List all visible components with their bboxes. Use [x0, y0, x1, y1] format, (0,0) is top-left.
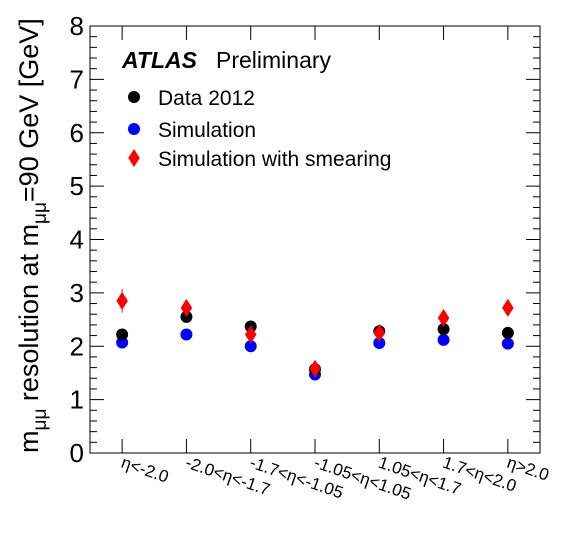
y-tick-label: 2 [70, 331, 84, 361]
atlas-brand: ATLAS [121, 47, 198, 73]
diamond-marker [128, 149, 140, 167]
y-axis: 0 1 2 3 4 5 6 7 8 [70, 11, 540, 468]
y-label-sub: μμ [30, 202, 51, 224]
y-axis-label: mμμ resolution at mμμ=90 GeV [GeV] [14, 18, 51, 453]
y-tick-label: 4 [70, 225, 84, 255]
circle-marker [180, 310, 193, 323]
diamond-marker [309, 359, 321, 378]
circle-marker [437, 333, 450, 346]
diamond-marker [244, 325, 257, 344]
y-label-part: =90 GeV [GeV] [14, 18, 44, 202]
circle-marker [244, 340, 257, 353]
atlas-sublabel: Preliminary [216, 47, 332, 73]
diamond-marker [437, 309, 450, 327]
y-tick-label: 5 [70, 171, 84, 201]
circle-marker [128, 91, 140, 103]
diamond-marker [373, 323, 386, 342]
y-label-part: m [14, 431, 44, 454]
legend-label: Data 2012 [158, 87, 255, 110]
atlas-label: ATLAS Preliminary [121, 47, 332, 73]
circle-marker [501, 326, 514, 339]
circle-marker [128, 123, 140, 135]
legend: Data 2012 Simulation Simulation with smear… [128, 87, 391, 171]
y-label-part: resolution at m [14, 224, 44, 409]
y-tick-label: 3 [70, 278, 84, 308]
y-label-sub: μμ [30, 409, 51, 431]
y-tick-label: 6 [70, 118, 84, 148]
data-points [116, 289, 514, 381]
circle-marker [437, 323, 450, 336]
diamond-marker [116, 291, 128, 310]
circle-marker [116, 328, 129, 341]
legend-label: Simulation [158, 119, 256, 142]
diamond-marker [502, 298, 514, 317]
legend-label: Simulation with smearing [158, 148, 391, 171]
series-2 [116, 289, 514, 378]
y-tick-label: 8 [70, 11, 84, 41]
y-tick-label: 1 [70, 385, 84, 415]
y-tick-label: 0 [70, 438, 84, 468]
circle-marker [373, 337, 386, 350]
diamond-marker [180, 298, 193, 317]
y-tick-label: 7 [70, 64, 84, 94]
x-tick-label: η<-2.0 [119, 453, 171, 487]
circle-marker [501, 337, 514, 350]
circle-marker [180, 328, 193, 341]
